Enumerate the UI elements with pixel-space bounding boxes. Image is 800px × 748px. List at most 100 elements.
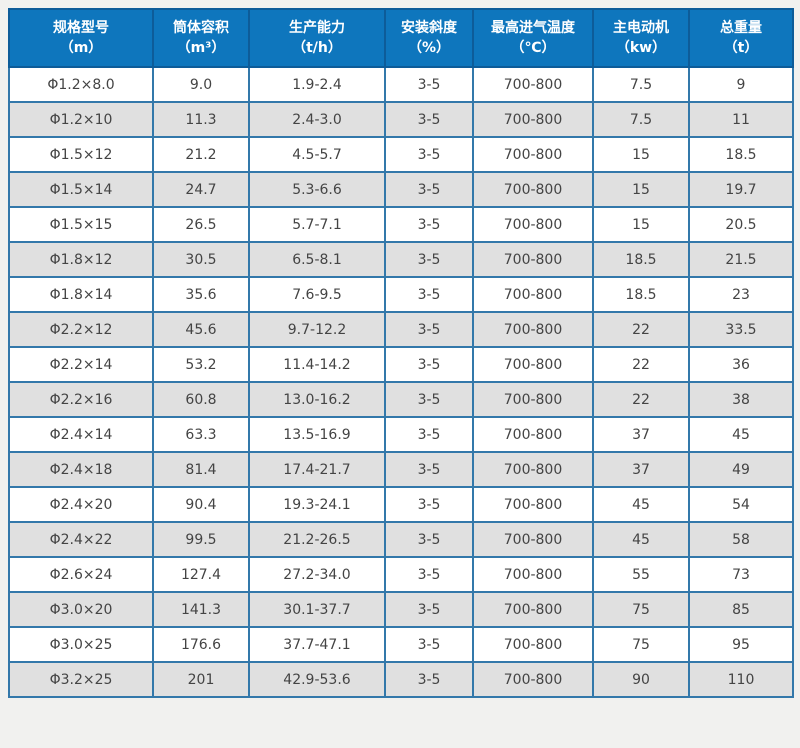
value-cell: 9: [688, 66, 794, 103]
value-cell: 700-800: [472, 626, 594, 663]
table-row: Φ1.8×14 35.6 7.6-9.5 3-5 700-800 18.5 23: [8, 276, 794, 313]
table-row: Φ3.0×20 141.3 30.1-37.7 3-5 700-800 75 85: [8, 591, 794, 628]
table-row: Φ3.0×25 176.6 37.7-47.1 3-5 700-800 75 95: [8, 626, 794, 663]
value-cell: 33.5: [688, 311, 794, 348]
value-cell: 23: [688, 276, 794, 313]
value-cell: 24.7: [152, 171, 250, 208]
value-cell: 85: [688, 591, 794, 628]
table-row: Φ2.4×22 99.5 21.2-26.5 3-5 700-800 45 58: [8, 521, 794, 558]
value-cell: 99.5: [152, 521, 250, 558]
column-header-1: 筒体容积 （m³）: [152, 8, 250, 68]
value-cell: 700-800: [472, 381, 594, 418]
table-row: Φ1.2×8.0 9.0 1.9-2.4 3-5 700-800 7.5 9: [8, 66, 794, 103]
specification-table: 规格型号 （m） 筒体容积 （m³） 生产能力 （t/h） 安装斜度 （%） 最高进气温度 （℃）…: [8, 8, 794, 698]
value-cell: 22: [592, 311, 690, 348]
value-cell: 3-5: [384, 136, 474, 173]
value-cell: 700-800: [472, 206, 594, 243]
model-cell: Φ3.0×25: [8, 626, 154, 663]
model-cell: Φ1.8×12: [8, 241, 154, 278]
value-cell: 2.4-3.0: [248, 101, 386, 138]
table-header: 规格型号 （m） 筒体容积 （m³） 生产能力 （t/h） 安装斜度 （%） 最高进气温度 （℃）…: [8, 8, 794, 68]
value-cell: 3-5: [384, 311, 474, 348]
value-cell: 54: [688, 486, 794, 523]
value-cell: 13.0-16.2: [248, 381, 386, 418]
value-cell: 127.4: [152, 556, 250, 593]
value-cell: 700-800: [472, 661, 594, 698]
value-cell: 38: [688, 381, 794, 418]
value-cell: 73: [688, 556, 794, 593]
value-cell: 37: [592, 451, 690, 488]
value-cell: 700-800: [472, 451, 594, 488]
column-unit: （kw）: [615, 40, 667, 56]
table-row: Φ2.2×16 60.8 13.0-16.2 3-5 700-800 22 38: [8, 381, 794, 418]
value-cell: 1.9-2.4: [248, 66, 386, 103]
table-body: Φ1.2×8.0 9.0 1.9-2.4 3-5 700-800 7.5 9 Φ1.2×10 1…: [8, 66, 794, 698]
model-cell: Φ1.2×8.0: [8, 66, 154, 103]
value-cell: 19.3-24.1: [248, 486, 386, 523]
value-cell: 3-5: [384, 521, 474, 558]
table-row: Φ2.2×14 53.2 11.4-14.2 3-5 700-800 22 36: [8, 346, 794, 383]
value-cell: 18.5: [592, 276, 690, 313]
value-cell: 4.5-5.7: [248, 136, 386, 173]
column-header-6: 总重量 （t）: [688, 8, 794, 68]
value-cell: 21.5: [688, 241, 794, 278]
value-cell: 700-800: [472, 241, 594, 278]
table-row: Φ2.4×20 90.4 19.3-24.1 3-5 700-800 45 54: [8, 486, 794, 523]
model-cell: Φ2.4×14: [8, 416, 154, 453]
table-row: Φ3.2×25 201 42.9-53.6 3-5 700-800 90 110: [8, 661, 794, 698]
value-cell: 20.5: [688, 206, 794, 243]
table-row: Φ2.4×18 81.4 17.4-21.7 3-5 700-800 37 49: [8, 451, 794, 488]
value-cell: 11.3: [152, 101, 250, 138]
value-cell: 17.4-21.7: [248, 451, 386, 488]
table-row: Φ2.4×14 63.3 13.5-16.9 3-5 700-800 37 45: [8, 416, 794, 453]
model-cell: Φ1.8×14: [8, 276, 154, 313]
value-cell: 90.4: [152, 486, 250, 523]
value-cell: 3-5: [384, 241, 474, 278]
model-cell: Φ3.0×20: [8, 591, 154, 628]
value-cell: 9.7-12.2: [248, 311, 386, 348]
value-cell: 3-5: [384, 101, 474, 138]
value-cell: 45: [592, 486, 690, 523]
model-cell: Φ2.6×24: [8, 556, 154, 593]
value-cell: 700-800: [472, 171, 594, 208]
value-cell: 22: [592, 346, 690, 383]
model-cell: Φ2.2×16: [8, 381, 154, 418]
table-row: Φ2.2×12 45.6 9.7-12.2 3-5 700-800 22 33.5: [8, 311, 794, 348]
column-unit: （m³）: [176, 40, 226, 56]
value-cell: 3-5: [384, 381, 474, 418]
column-title: 安装斜度: [401, 19, 457, 36]
value-cell: 3-5: [384, 556, 474, 593]
column-unit: （%）: [407, 40, 451, 56]
value-cell: 3-5: [384, 206, 474, 243]
model-cell: Φ2.2×14: [8, 346, 154, 383]
value-cell: 49: [688, 451, 794, 488]
model-cell: Φ3.2×25: [8, 661, 154, 698]
value-cell: 53.2: [152, 346, 250, 383]
value-cell: 45: [688, 416, 794, 453]
value-cell: 3-5: [384, 171, 474, 208]
value-cell: 15: [592, 206, 690, 243]
value-cell: 37.7-47.1: [248, 626, 386, 663]
column-header-3: 安装斜度 （%）: [384, 8, 474, 68]
value-cell: 18.5: [688, 136, 794, 173]
value-cell: 30.1-37.7: [248, 591, 386, 628]
value-cell: 7.6-9.5: [248, 276, 386, 313]
column-title: 总重量: [720, 19, 762, 36]
value-cell: 6.5-8.1: [248, 241, 386, 278]
value-cell: 700-800: [472, 591, 594, 628]
column-header-4: 最高进气温度 （℃）: [472, 8, 594, 68]
value-cell: 37: [592, 416, 690, 453]
value-cell: 700-800: [472, 101, 594, 138]
column-title: 规格型号: [53, 19, 109, 36]
value-cell: 700-800: [472, 66, 594, 103]
value-cell: 75: [592, 591, 690, 628]
value-cell: 3-5: [384, 66, 474, 103]
value-cell: 700-800: [472, 311, 594, 348]
value-cell: 27.2-34.0: [248, 556, 386, 593]
value-cell: 700-800: [472, 346, 594, 383]
column-title: 筒体容积: [173, 19, 229, 36]
value-cell: 141.3: [152, 591, 250, 628]
value-cell: 21.2-26.5: [248, 521, 386, 558]
value-cell: 3-5: [384, 451, 474, 488]
value-cell: 45.6: [152, 311, 250, 348]
